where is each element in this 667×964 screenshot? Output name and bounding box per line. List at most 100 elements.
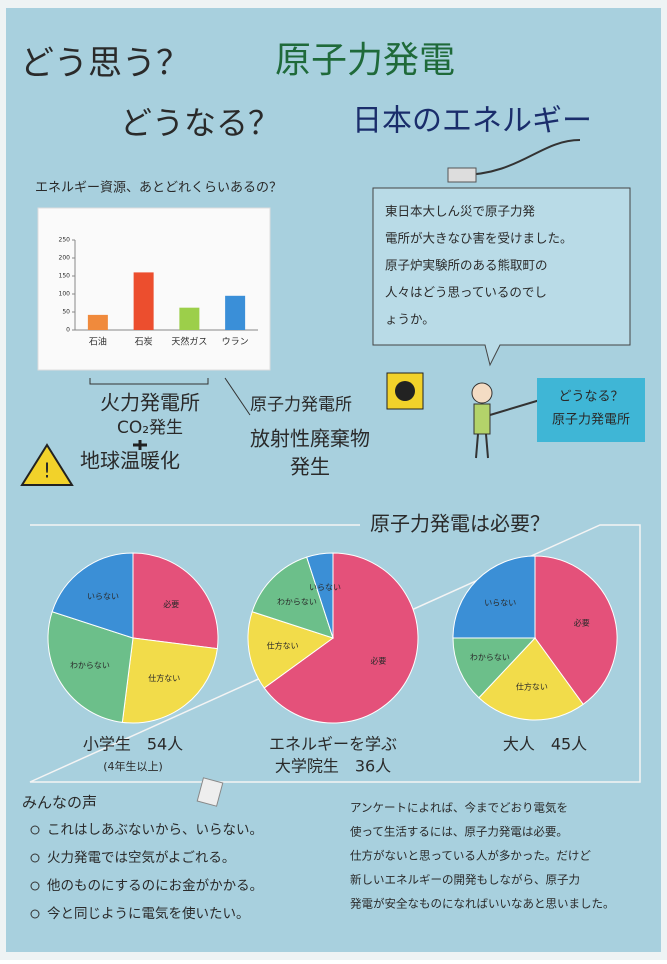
bar	[179, 307, 200, 330]
conclusion-line: アンケートによれば、今までどおり電気を	[350, 801, 568, 815]
figure-body	[473, 403, 491, 435]
radiation-mark	[395, 381, 415, 401]
slice-label: わからない	[70, 661, 110, 670]
conclusion-line: 使って生活するには、原子力発電は必要。	[350, 825, 568, 839]
board	[6, 8, 661, 952]
voice: 火力発電では空気がよごれる。	[47, 850, 235, 866]
voice: これはしあぶないから、いらない。	[47, 822, 263, 838]
survey-title: 原子力発電は必要？	[370, 512, 550, 536]
conclusion-line: 仕方がないと思っている人が多かった。だけど	[350, 849, 591, 863]
slice-label: 必要	[574, 617, 590, 627]
slice-label: 仕方ない	[516, 682, 548, 692]
slice-label: 必要	[370, 656, 386, 666]
survey-frame	[29, 524, 641, 783]
slice-label: 必要	[163, 599, 179, 609]
x-tick-label: 石炭	[135, 337, 153, 348]
pie-label: エネルギーを学ぶ	[269, 735, 397, 754]
nuclear-notes: 原子力発電所 放射性廃棄物 発生	[250, 395, 370, 479]
bullet	[30, 853, 40, 863]
figure-limbs	[475, 399, 541, 459]
pie-label: (4年生以上)	[103, 759, 163, 773]
pie-slice	[534, 555, 618, 706]
bar	[225, 295, 246, 330]
pie-slice	[452, 555, 536, 639]
radiation-icon	[386, 372, 424, 410]
y-tick-label: 250	[59, 237, 71, 244]
conclusion-line: 発電が安全なものになればいいなあと思いました。	[350, 897, 615, 911]
bar	[87, 314, 108, 330]
chart-panel	[37, 207, 271, 371]
note: 発生	[290, 455, 330, 479]
chart-title: エネルギー資源、あとどれくらいあるの？	[35, 181, 282, 196]
conclusion-line: 新しいエネルギーの開発もしながら、原子力	[350, 873, 580, 887]
slice-label: 仕方ない	[267, 640, 299, 650]
note: 原子力発電所	[250, 395, 352, 415]
y-tick-label: 200	[59, 255, 71, 262]
pie-label: 大人 45人	[503, 735, 587, 754]
slice-label: 仕方ない	[148, 673, 180, 683]
pencil-note	[196, 777, 224, 807]
title: 原子力発電	[275, 40, 455, 81]
bullet	[30, 909, 40, 919]
plug	[447, 167, 477, 183]
title: 日本のエネルギー	[352, 104, 592, 139]
y-tick-label: 100	[59, 291, 71, 298]
pie-slice	[478, 637, 584, 721]
speech-line: 原子炉実験所のある熊取町の	[385, 258, 548, 273]
note: 火力発電所	[100, 391, 200, 415]
speech-line: 人々はどう思っているのでし	[385, 285, 547, 300]
voices: これはしあぶないから、いらない。火力発電では空気がよごれる。他のものにするのにお…	[30, 822, 263, 922]
plug-cord	[459, 139, 581, 176]
warning-icon	[20, 443, 74, 486]
pie-slice	[51, 552, 134, 639]
arrow	[133, 440, 147, 450]
x-tick-label: 天然ガス	[171, 336, 207, 348]
pie-slice	[132, 552, 219, 650]
figure-head	[471, 382, 493, 404]
title: どうなる？	[120, 104, 280, 142]
sign-text: 原子力発電所	[552, 413, 630, 428]
y-tick-label: 50	[62, 309, 70, 316]
connector	[224, 377, 251, 416]
pie-slice	[306, 552, 334, 639]
pie-label: 小学生 54人	[83, 735, 183, 754]
note: 地球温暖化	[80, 449, 180, 473]
pie-slice	[247, 611, 335, 689]
slice-label: いらない	[309, 583, 341, 592]
y-tick-label: 150	[59, 273, 71, 280]
y-tick-label: 0	[66, 327, 70, 334]
warning-mark: !	[43, 459, 51, 483]
pie-slice	[263, 552, 419, 724]
x-tick-label: ウラン	[222, 337, 249, 348]
note: 放射性廃棄物	[250, 427, 370, 451]
pie-label: 大学院生 36人	[275, 757, 391, 776]
brace	[89, 378, 209, 385]
slice-label: わからない	[470, 653, 510, 662]
sign-text: どうなる？	[558, 390, 623, 405]
pie-slice	[47, 611, 134, 723]
speech-line: 電所が大きなひ害を受けました。	[385, 231, 573, 246]
conclusion: アンケートによれば、今までどおり電気を使って生活するには、原子力発電は必要。仕方…	[350, 801, 615, 911]
thermal-notes: 火力発電所 CO₂発生 地球温暖化	[80, 391, 200, 473]
x-tick-label: 石油	[89, 336, 107, 348]
slice-label: いらない	[484, 599, 516, 608]
speech-line: 東日本大しん災で原子力発	[385, 204, 536, 219]
note: CO₂発生	[117, 418, 183, 438]
speech-bubble	[372, 187, 631, 367]
pie-slice	[121, 637, 218, 724]
sign	[537, 378, 645, 442]
title: どう思う？	[20, 44, 190, 84]
speech: 東日本大しん災で原子力発電所が大きなひ害を受けました。原子炉実験所のある熊取町の…	[385, 204, 573, 327]
bullet	[30, 825, 40, 835]
slice-label: わからない	[277, 597, 317, 606]
voices-title: みんなの声	[22, 794, 97, 812]
bar	[133, 272, 154, 330]
speech-line: ょうか。	[385, 312, 435, 327]
bullet	[30, 881, 40, 891]
slice-label: いらない	[87, 592, 119, 601]
voice: 他のものにするのにお金がかかる。	[47, 878, 263, 894]
pie-slice	[452, 637, 537, 699]
